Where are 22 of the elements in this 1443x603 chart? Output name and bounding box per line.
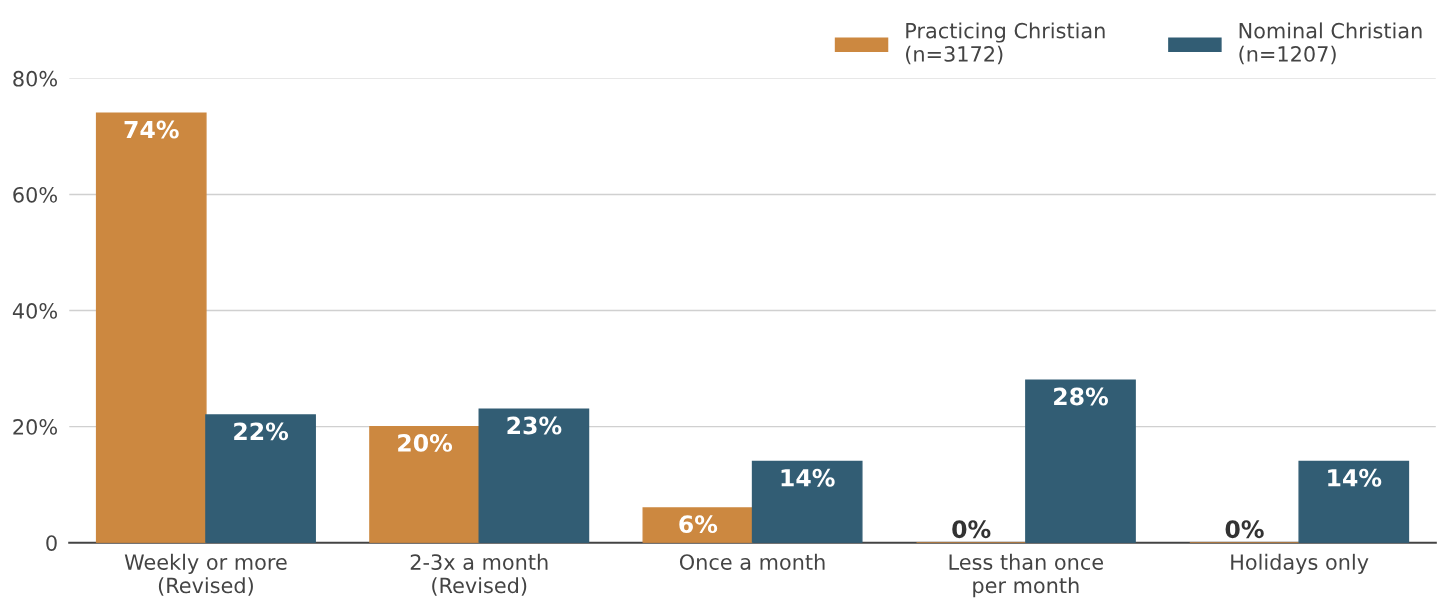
- data-label: 74%: [124, 120, 179, 139]
- legend-label: Practicing Christian (n=3172): [906, 22, 1105, 65]
- x-tick-label: Once a month: [679, 553, 825, 570]
- x-tick-label: Holidays only: [1231, 553, 1369, 574]
- y-tick-label: 80%: [13, 70, 57, 87]
- x-tick-label: Weekly or more (Revised): [124, 553, 287, 596]
- data-label: 23%: [507, 416, 562, 435]
- data-label: 20%: [398, 434, 453, 452]
- y-tick-label: 0: [46, 535, 57, 551]
- data-label: 14%: [781, 468, 835, 487]
- data-label: 0%: [1225, 520, 1264, 539]
- data-label: 28%: [1054, 387, 1108, 406]
- data-label: 14%: [1328, 468, 1382, 487]
- data-label: 0%: [952, 520, 991, 539]
- data-label: 22%: [234, 422, 289, 441]
- y-tick-label: 40%: [12, 303, 57, 319]
- x-tick-label: 2-3x a month (Revised): [410, 553, 548, 596]
- y-tick-label: 60%: [13, 186, 57, 203]
- data-label: 6%: [679, 515, 718, 534]
- y-tick-label: 20%: [13, 419, 57, 435]
- x-tick-label: Less than once per month: [949, 553, 1104, 598]
- legend-label: Nominal Christian (n=1207): [1239, 22, 1422, 65]
